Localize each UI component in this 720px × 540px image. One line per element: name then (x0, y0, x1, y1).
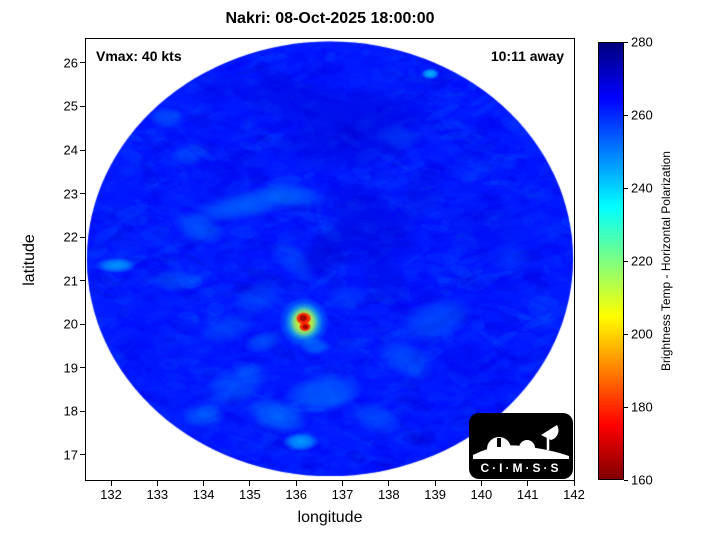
plot-area: Vmax: 40 kts 10:11 away C·I·M·S·S (85, 38, 575, 481)
x-tick-mark (295, 481, 297, 486)
colorbar-label: Brightness Temp - Horizontal Polarizatio… (659, 151, 673, 371)
x-tick-label: 133 (146, 487, 169, 502)
colorbar-gradient (599, 43, 623, 479)
x-axis-label: longitude (297, 509, 363, 526)
cimss-logo-text: C·I·M·S·S (481, 461, 562, 475)
x-tick-mark (203, 481, 205, 486)
x-tick-label: 141 (516, 487, 539, 502)
x-tick-label: 138 (377, 487, 400, 502)
x-tick-label: 137 (331, 487, 354, 502)
y-tick-mark (80, 236, 85, 238)
x-tick-label: 134 (192, 487, 215, 502)
x-tick-mark (480, 481, 482, 486)
x-tick-mark (342, 481, 343, 486)
x-tick-mark (434, 481, 436, 486)
y-tick-mark (80, 454, 85, 456)
colorbar-tick-label: 160 (631, 472, 653, 488)
y-tick-mark (80, 193, 85, 195)
colorbar-tick-label: 260 (631, 107, 653, 123)
y-tick-label: 20 (63, 316, 78, 332)
colorbar-tick-label: 280 (631, 34, 653, 50)
colorbar-tick-label: 180 (631, 399, 653, 415)
colorbar-tick-mark (624, 41, 628, 43)
colorbar-tick-mark (624, 406, 628, 408)
colorbar-tick-mark (624, 114, 628, 116)
cimss-logo: C·I·M·S·S (469, 413, 573, 479)
y-tick-mark (80, 280, 85, 282)
colorbar-tick-mark (624, 479, 628, 481)
colorbar-tick-label: 200 (631, 326, 653, 342)
y-tick-mark (80, 367, 85, 369)
y-tick-mark (80, 149, 85, 151)
y-tick-mark (80, 410, 85, 412)
colorbar-tick-mark (624, 260, 628, 262)
logo-dome-small (519, 440, 535, 448)
y-tick-label: 25 (63, 98, 78, 114)
x-tick-mark (110, 481, 112, 486)
vmax-annotation: Vmax: 40 kts (96, 48, 182, 64)
logo-dish-icon (541, 425, 559, 440)
y-tick-label: 23 (63, 186, 78, 202)
y-tick-label: 17 (63, 447, 78, 463)
y-tick-label: 21 (63, 273, 78, 289)
x-tick-label: 140 (470, 487, 493, 502)
colorbar-tick-mark (624, 333, 628, 335)
colorbar-tick-label: 240 (631, 180, 653, 196)
colorbar (598, 42, 624, 480)
y-tick-label: 19 (63, 360, 78, 376)
y-tick-label: 22 (63, 229, 78, 245)
x-tick-mark (388, 481, 390, 486)
colorbar-tick-mark (624, 187, 628, 189)
brightness-temp-field (86, 39, 574, 480)
x-tick-mark (249, 481, 251, 486)
x-tick-label: 136 (285, 487, 308, 502)
x-tick-label: 135 (239, 487, 261, 502)
y-tick-mark (80, 323, 85, 325)
x-tick-mark (156, 481, 158, 486)
x-tick-label: 132 (100, 487, 122, 502)
time-away-annotation: 10:11 away (490, 48, 564, 64)
x-tick-label: 139 (424, 487, 446, 502)
x-tick-mark (527, 481, 529, 486)
x-tick-label: 142 (563, 487, 585, 502)
y-tick-label: 26 (63, 55, 78, 71)
x-tick-mark (573, 481, 575, 486)
y-tick-mark (80, 62, 85, 64)
y-tick-label: 24 (63, 142, 78, 158)
y-tick-mark (80, 105, 85, 107)
colorbar-tick-label: 220 (631, 253, 653, 269)
y-tick-label: 18 (63, 403, 78, 419)
page-title: Nakri: 08-Oct-2025 18:00:00 (225, 10, 435, 27)
